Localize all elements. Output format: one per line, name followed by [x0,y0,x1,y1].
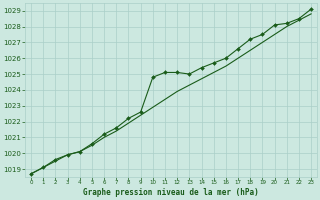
X-axis label: Graphe pression niveau de la mer (hPa): Graphe pression niveau de la mer (hPa) [83,188,259,197]
